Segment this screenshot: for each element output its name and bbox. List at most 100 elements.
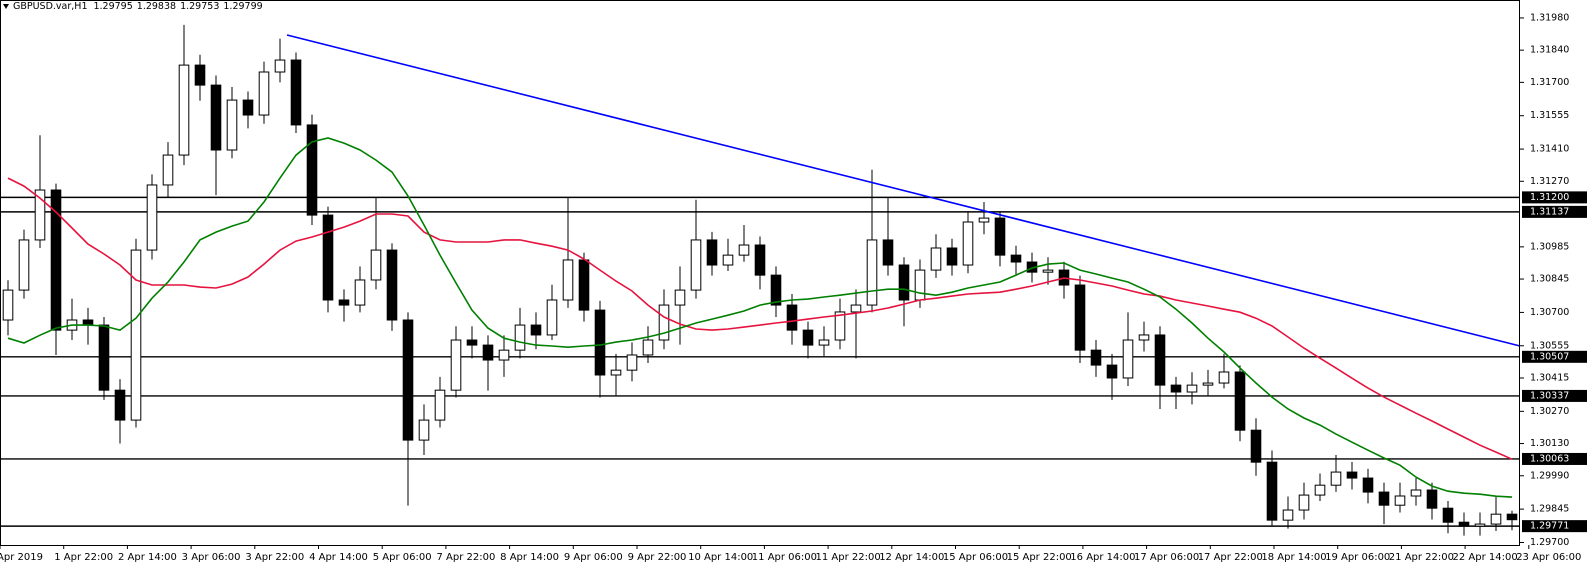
- moving-average: [7, 137, 1513, 498]
- candle-body: [722, 254, 734, 266]
- candle-body: [1506, 513, 1518, 521]
- candle-body: [466, 339, 478, 346]
- candle-body: [178, 64, 190, 156]
- bar-low: 1.29753: [180, 1, 219, 12]
- candle-body: [610, 369, 622, 376]
- y-tick-label: 1.29700: [1530, 537, 1569, 548]
- candle-body: [1458, 521, 1470, 527]
- candle-body: [514, 324, 526, 351]
- candle-body: [50, 189, 62, 331]
- x-tick-label: 9 Apr 06:00: [564, 552, 623, 563]
- candle-body: [274, 59, 286, 73]
- candle-body: [1394, 495, 1406, 506]
- candle-body: [1346, 471, 1358, 479]
- candle-body: [802, 329, 814, 346]
- y-tick-label: 1.29845: [1530, 504, 1569, 515]
- x-tick-label: 21 Apr 22:00: [1389, 552, 1454, 563]
- candle-body: [1010, 254, 1022, 263]
- candle-body: [18, 239, 30, 291]
- y-tick-label: 1.31555: [1530, 110, 1569, 121]
- x-tick-label: 19 Apr 06:00: [1325, 552, 1390, 563]
- candle-body: [1202, 382, 1214, 386]
- candle-body: [786, 304, 798, 331]
- candle-body: [1330, 471, 1342, 486]
- x-tick-label: 11 Apr 06:00: [752, 552, 817, 563]
- x-tick-label: 7 Apr 22:00: [436, 552, 495, 563]
- level-label-bg: [1522, 520, 1587, 533]
- x-tick-label: 11 Apr 22:00: [815, 552, 880, 563]
- candle-body: [210, 84, 222, 151]
- x-tick-label: 18 Apr 14:00: [1261, 552, 1326, 563]
- level-label: 1.31200: [1530, 192, 1569, 203]
- candle-body: [706, 239, 718, 266]
- x-tick-label: 17 Apr 22:00: [1198, 552, 1263, 563]
- level-label: 1.29771: [1530, 521, 1569, 532]
- candle-body: [258, 71, 270, 116]
- plot-area: [0, 24, 1521, 536]
- x-tick-label: 9 Apr 22:00: [628, 552, 687, 563]
- candle-body: [866, 239, 878, 306]
- level-label: 1.31137: [1530, 206, 1569, 217]
- chart-header: GBPUSD.var,H1 1.29795 1.29838 1.29753 1.2979…: [13, 1, 263, 12]
- level-label-bg: [1522, 452, 1587, 465]
- candle-body: [1234, 371, 1246, 431]
- moving-average: [7, 177, 1513, 460]
- candle-body: [578, 259, 590, 311]
- candle-body: [482, 344, 494, 361]
- candle-body: [34, 189, 46, 241]
- candle-body: [1170, 384, 1182, 393]
- level-label-bg: [1522, 191, 1587, 204]
- collapse-icon[interactable]: [3, 4, 9, 9]
- candle-body: [562, 259, 574, 301]
- candle-body: [594, 309, 606, 376]
- y-tick-label: 1.31840: [1530, 45, 1569, 56]
- candle-body: [1282, 509, 1294, 521]
- candle-body: [98, 324, 110, 391]
- candle-body: [1154, 334, 1166, 386]
- candle-body: [386, 249, 398, 321]
- candle-body: [194, 64, 206, 86]
- candle-body: [162, 154, 174, 186]
- y-tick-label: 1.31270: [1530, 176, 1569, 187]
- candle-body: [946, 247, 958, 266]
- x-tick-label: 22 Apr 14:00: [1452, 552, 1517, 563]
- candle-body: [754, 244, 766, 276]
- level-label-bg: [1522, 350, 1587, 363]
- candle-body: [434, 389, 446, 421]
- y-tick-label: 1.31410: [1530, 144, 1569, 155]
- candle-body: [978, 217, 990, 223]
- candle-body: [1378, 491, 1390, 506]
- y-tick-label: 1.29990: [1530, 470, 1569, 481]
- x-tick-label: 15 Apr 22:00: [1007, 552, 1072, 563]
- x-tick-label: 1 Apr 22:00: [54, 552, 113, 563]
- candle-body: [1298, 494, 1310, 511]
- candle-body: [914, 269, 926, 301]
- candle-body: [114, 389, 126, 421]
- candle-body: [1186, 384, 1198, 393]
- x-tick-label: 15 Apr 06:00: [943, 552, 1008, 563]
- candle-body: [1474, 523, 1486, 527]
- candle-body: [898, 264, 910, 301]
- symbol: GBPUSD.var,H1: [13, 1, 87, 12]
- candle-body: [226, 99, 238, 151]
- candle-body: [1218, 371, 1230, 384]
- y-tick-label: 1.31700: [1530, 77, 1569, 88]
- candle-body: [1250, 429, 1262, 463]
- candle-body: [338, 299, 350, 306]
- candle-body: [1042, 269, 1054, 273]
- candle-body: [306, 124, 318, 216]
- candle-body: [658, 304, 670, 341]
- candle-body: [2, 289, 14, 321]
- level-label: 1.30337: [1530, 390, 1569, 401]
- level-label: 1.30063: [1530, 453, 1569, 464]
- candle-body: [418, 419, 430, 441]
- level-label-bg: [1522, 389, 1587, 402]
- candle-body: [1314, 484, 1326, 496]
- y-tick-label: 1.30555: [1530, 340, 1569, 351]
- candle-body: [674, 289, 686, 306]
- candle-body: [818, 339, 830, 346]
- candle-body: [994, 217, 1006, 256]
- candle-body: [530, 324, 542, 336]
